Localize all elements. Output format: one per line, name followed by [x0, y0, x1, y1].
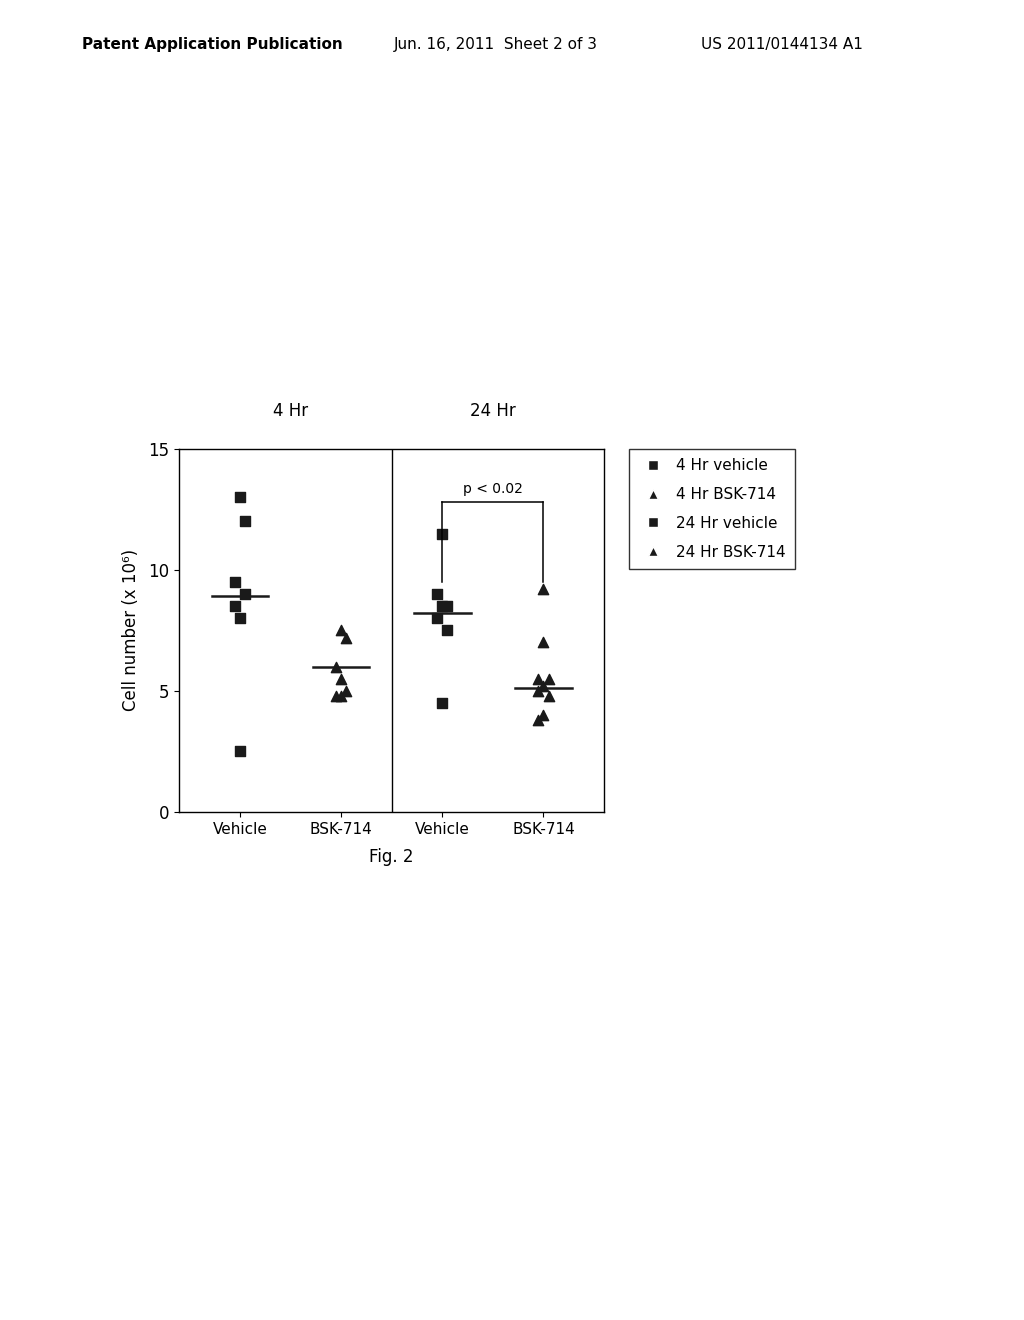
- Point: [439, 619, 456, 640]
- Point: [541, 685, 557, 706]
- Point: [328, 685, 344, 706]
- Point: [434, 523, 451, 544]
- Text: Fig. 2: Fig. 2: [370, 847, 414, 866]
- Point: [226, 595, 243, 616]
- Point: [530, 668, 547, 689]
- Point: [237, 583, 253, 605]
- Point: [231, 607, 248, 628]
- Text: 24 Hr: 24 Hr: [470, 401, 516, 420]
- Text: Jun. 16, 2011  Sheet 2 of 3: Jun. 16, 2011 Sheet 2 of 3: [394, 37, 598, 51]
- Point: [439, 595, 456, 616]
- Point: [536, 578, 552, 599]
- Point: [530, 680, 547, 701]
- Point: [333, 685, 349, 706]
- Point: [231, 487, 248, 508]
- Y-axis label: Cell number (x 10⁶): Cell number (x 10⁶): [122, 549, 140, 711]
- Text: p < 0.02: p < 0.02: [463, 482, 523, 496]
- Text: US 2011/0144134 A1: US 2011/0144134 A1: [701, 37, 863, 51]
- Text: Patent Application Publication: Patent Application Publication: [82, 37, 343, 51]
- Point: [536, 632, 552, 653]
- Point: [338, 680, 354, 701]
- Point: [333, 668, 349, 689]
- Point: [237, 511, 253, 532]
- Text: 4 Hr: 4 Hr: [273, 401, 308, 420]
- Point: [434, 692, 451, 713]
- Point: [536, 676, 552, 697]
- Point: [434, 595, 451, 616]
- Point: [231, 741, 248, 762]
- Point: [328, 656, 344, 677]
- Legend: 4 Hr vehicle, 4 Hr BSK-714, 24 Hr vehicle, 24 Hr BSK-714: 4 Hr vehicle, 4 Hr BSK-714, 24 Hr vehicl…: [629, 449, 795, 569]
- Point: [429, 607, 445, 628]
- Point: [429, 583, 445, 605]
- Point: [530, 709, 547, 730]
- Point: [333, 619, 349, 640]
- Point: [226, 572, 243, 593]
- Point: [541, 668, 557, 689]
- Point: [338, 627, 354, 648]
- Point: [536, 705, 552, 726]
